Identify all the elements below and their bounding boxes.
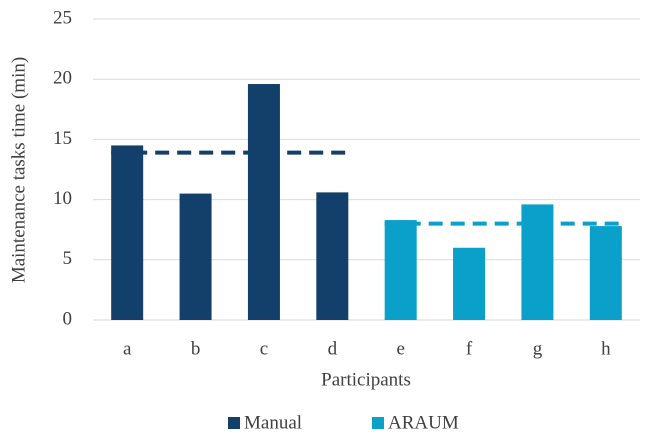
x-axis-label: Participants <box>321 369 411 390</box>
y-tick-label: 0 <box>63 308 73 329</box>
bar <box>247 84 280 321</box>
x-tick-label: d <box>328 338 338 359</box>
y-axis-label: Maintenance tasks time (min) <box>8 57 29 283</box>
y-tick-label: 10 <box>53 188 72 209</box>
bar <box>179 193 212 320</box>
x-tick-label: h <box>601 338 611 359</box>
bar <box>111 145 144 320</box>
bar <box>453 247 486 320</box>
x-tick-label: e <box>396 338 404 359</box>
x-tick-label: f <box>466 338 473 359</box>
x-tick-label: b <box>191 338 201 359</box>
x-tick-label: g <box>533 338 543 359</box>
legend-label: Manual <box>244 412 302 433</box>
legend-swatch <box>372 417 384 429</box>
x-tick-label: c <box>260 338 268 359</box>
y-tick-label: 20 <box>53 68 72 89</box>
y-tick-label: 5 <box>63 248 73 269</box>
bar <box>589 226 622 320</box>
bar <box>384 220 417 320</box>
bar <box>316 192 349 320</box>
y-tick-label: 25 <box>53 7 72 28</box>
y-tick-label: 15 <box>53 128 72 149</box>
x-tick-label: a <box>123 338 132 359</box>
legend-label: ARAUM <box>388 412 459 433</box>
legend-swatch <box>228 417 240 429</box>
